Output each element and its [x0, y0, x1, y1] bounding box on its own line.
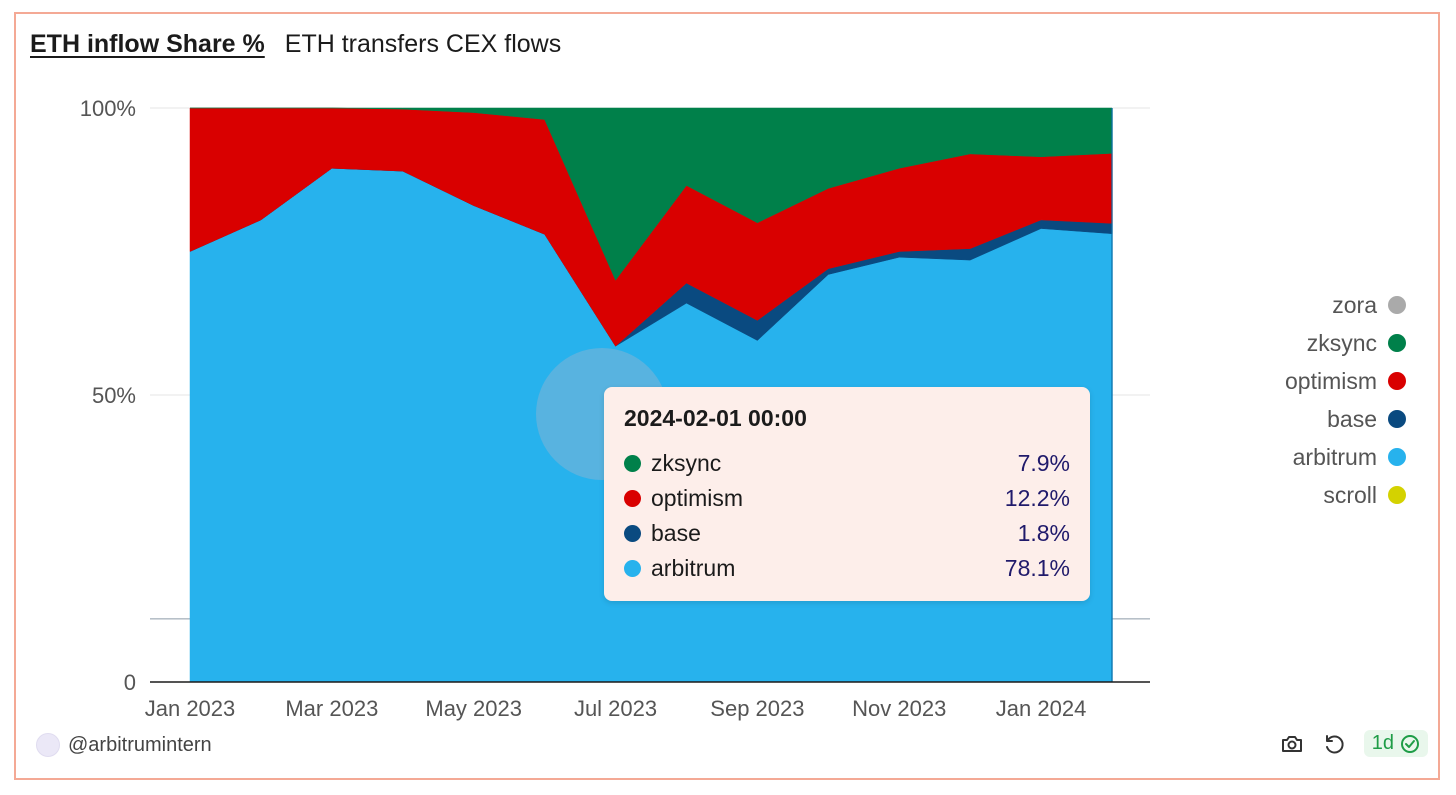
tooltip-row: optimism 12.2%: [624, 481, 1070, 516]
tooltip-series-value: 7.9%: [1017, 450, 1070, 476]
x-tick-label: Jan 2023: [145, 696, 236, 721]
x-tick-label: Nov 2023: [852, 696, 946, 721]
tooltip-dot-icon: [624, 525, 641, 542]
legend-dot-icon: [1388, 448, 1406, 466]
card-frame: [14, 12, 1440, 780]
x-tick-label: May 2023: [425, 696, 522, 721]
legend-dot-icon: [1388, 296, 1406, 314]
avatar: [36, 733, 60, 757]
query-title-link[interactable]: ETH inflow Share %: [30, 30, 265, 58]
y-tick-label: 100%: [80, 96, 136, 121]
legend-item-scroll[interactable]: scroll: [1285, 476, 1406, 514]
freshness-badge[interactable]: 1d: [1363, 730, 1428, 757]
tooltip-dot-icon: [624, 490, 641, 507]
tooltip-series-value: 12.2%: [1004, 485, 1070, 511]
legend-label: base: [1327, 405, 1377, 432]
x-tick-label: Jan 2024: [996, 696, 1087, 721]
legend-item-zora[interactable]: zora: [1285, 286, 1406, 324]
footer-actions: 1d: [1280, 730, 1428, 757]
tooltip-series-name: zksync: [651, 450, 722, 476]
refresh-icon[interactable]: [1322, 732, 1346, 756]
legend-label: arbitrum: [1292, 443, 1377, 470]
tooltip-series-value: 1.8%: [1017, 520, 1070, 546]
legend-label: optimism: [1284, 367, 1377, 394]
legend-label: zora: [1332, 291, 1377, 318]
hover-tooltip: 2024-02-01 00:00 zksync 7.9% optimism 12.2%…: [604, 387, 1090, 601]
chart-subtitle: ETH transfers CEX flows: [284, 30, 562, 58]
author-info[interactable]: @arbitrumintern: [36, 733, 212, 757]
check-badge-icon: [1401, 734, 1419, 753]
legend-dot-icon: [1388, 334, 1406, 352]
author-name[interactable]: @arbitrumintern: [68, 733, 212, 756]
legend-item-optimism[interactable]: optimism: [1285, 362, 1406, 400]
legend-label: zksync: [1306, 329, 1377, 356]
freshness-label: 1d: [1371, 732, 1394, 754]
chart-header: ETH inflow Share % ETH transfers CEX flo…: [30, 30, 561, 59]
tooltip-dot-icon: [624, 560, 641, 577]
legend-dot-icon: [1388, 372, 1406, 390]
legend-item-zksync[interactable]: zksync: [1285, 324, 1406, 362]
tooltip-series-value: 78.1%: [1004, 555, 1070, 581]
tooltip-row: arbitrum 78.1%: [624, 551, 1070, 586]
y-tick-label: 50%: [92, 383, 136, 408]
legend-item-base[interactable]: base: [1285, 400, 1406, 438]
tooltip-series-name: arbitrum: [651, 555, 736, 581]
legend-dot-icon: [1388, 410, 1406, 428]
x-tick-label: Sep 2023: [710, 696, 804, 721]
camera-icon[interactable]: [1280, 732, 1304, 756]
x-tick-label: Mar 2023: [285, 696, 378, 721]
tooltip-date: 2024-02-01 00:00: [624, 405, 807, 431]
legend-item-arbitrum[interactable]: arbitrum: [1285, 438, 1406, 476]
y-tick-label: 0: [124, 670, 136, 695]
tooltip-series-name: base: [651, 520, 701, 546]
tooltip-row: zksync 7.9%: [624, 446, 1070, 481]
legend-dot-icon: [1388, 486, 1406, 504]
legend-label: scroll: [1323, 481, 1377, 508]
tooltip-row: base 1.8%: [624, 516, 1070, 551]
tooltip-dot-icon: [624, 455, 641, 472]
x-tick-label: Jul 2023: [574, 696, 657, 721]
chart-legend: zora zksync optimism base arbitrum scroll: [1285, 286, 1406, 514]
tooltip-series-name: optimism: [651, 485, 744, 511]
